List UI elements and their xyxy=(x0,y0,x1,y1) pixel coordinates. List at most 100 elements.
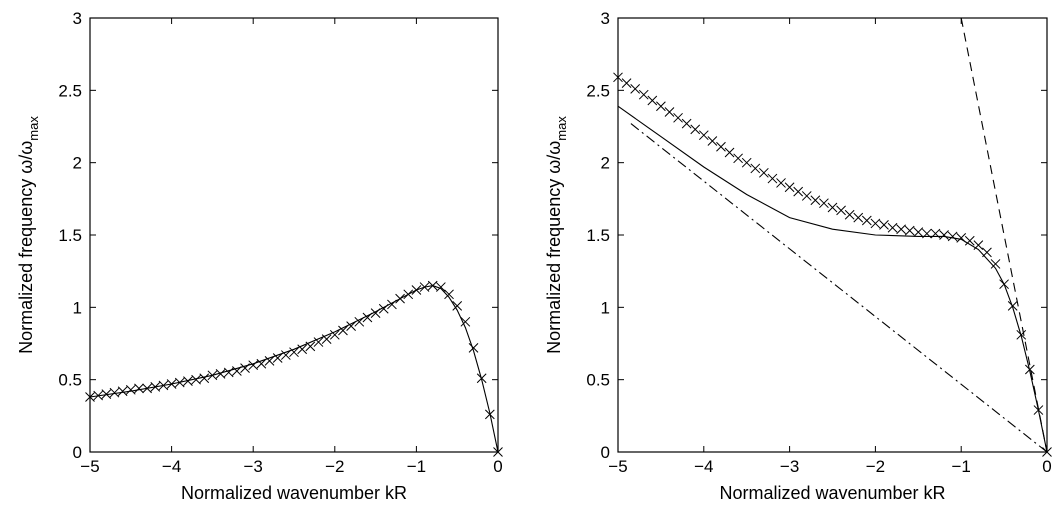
chart1-series-2-marker xyxy=(150,382,161,392)
chart1-series-1-solid-line xyxy=(89,285,499,453)
chart1-series-2-marker xyxy=(444,289,454,300)
chart2-series-2-marker xyxy=(810,195,821,206)
chart1-series-2-marker xyxy=(476,373,487,384)
chart2-y-tick-label: 0.5 xyxy=(586,371,610,390)
chart2-series-2-marker xyxy=(844,209,855,220)
chart2-y-axis-label: Normalized frequency ω/ωmax xyxy=(544,116,569,354)
chart1-series-2-marker xyxy=(484,409,495,420)
chart1-series-2-marker xyxy=(493,447,503,457)
chart1-x-tick-label: −5 xyxy=(80,457,99,476)
chart2-series-2-marker xyxy=(759,167,769,178)
chart2-x-tick-label: −3 xyxy=(780,457,799,476)
chart2-x-tick-label: −5 xyxy=(608,457,627,476)
chart2-y-tick-label: 3 xyxy=(601,9,610,28)
chart1-axes-box xyxy=(89,17,499,453)
chart2-y-axis-label-text: Normalized frequency ω/ω xyxy=(544,141,564,354)
chart2-series-2-marker xyxy=(724,147,735,158)
chart1-series-2-marker xyxy=(240,363,250,373)
chart1-series-2-marker xyxy=(427,280,438,291)
chart2-series-2-marker xyxy=(707,136,718,146)
chart2-series-2-marker xyxy=(664,107,675,117)
chart2-series-2-marker xyxy=(973,240,984,250)
chart2-series-2-marker xyxy=(861,215,872,226)
chart2-series-2-marker xyxy=(767,173,778,184)
chart1-series-2-marker xyxy=(338,325,348,336)
chart1-y-axis-label-text: Normalized frequency ω/ω xyxy=(16,141,36,354)
chart1-series-2-marker xyxy=(354,316,365,327)
chart2-series-2-marker xyxy=(638,89,649,100)
chart1-series-2-marker xyxy=(460,316,471,327)
chart1-x-tick-label: −4 xyxy=(162,457,181,476)
chart1-x-axis-label: Normalized wavenumber kR xyxy=(181,483,407,503)
chart2-series-2-marker xyxy=(896,224,906,235)
chart1-series-2-marker xyxy=(93,390,104,401)
chart2-series-2-marker xyxy=(982,247,992,258)
chart2-series-2-marker xyxy=(879,220,889,230)
chart1-series-2-marker xyxy=(297,344,308,355)
chart2-series-2-marker xyxy=(793,186,804,197)
chart2-series-2-marker xyxy=(656,101,666,112)
chart2-y-tick-label: 1 xyxy=(601,298,610,317)
chart2-series-2-marker xyxy=(647,95,658,106)
chart1-series-2-marker xyxy=(85,392,95,402)
chart1-series-2-marker xyxy=(199,373,210,384)
chart1-series-2-marker xyxy=(166,379,177,389)
chart2-series-2-marker xyxy=(939,230,949,240)
chart2-x-tick-label: 0 xyxy=(1042,457,1051,476)
chart2-series-2-marker xyxy=(750,163,761,174)
chart2-series-2-marker xyxy=(681,118,692,129)
chart1-series-2-marker xyxy=(403,289,414,300)
chart1-series-2-marker xyxy=(313,337,324,347)
chart2-y-tick-label: 1.5 xyxy=(586,226,610,245)
chart1-x-tick-label: 0 xyxy=(493,457,502,476)
chart1-series-2-marker xyxy=(411,285,422,295)
chart1-series-2-marker xyxy=(215,369,226,379)
chart2-series-3-dashed-line xyxy=(960,17,1048,453)
chart2-series-2-marker xyxy=(784,182,795,193)
chart1-series-2-marker xyxy=(436,282,446,292)
chart2-series-2-marker xyxy=(887,222,898,233)
chart2-series-2-marker xyxy=(930,228,941,239)
chart1-series-2-marker xyxy=(419,282,430,292)
chart2-series-2-marker xyxy=(947,231,958,242)
chart1-series-2-marker xyxy=(452,301,463,311)
chart1-series-2-marker xyxy=(191,374,201,385)
chart1-y-axis-label: Normalized frequency ω/ωmax xyxy=(16,116,41,354)
chart2-series-2-marker xyxy=(673,112,683,123)
chart1-x-tick-label: −2 xyxy=(325,457,344,476)
chart2-series-4-dash-dot-line xyxy=(630,123,1048,453)
chart2-y-axis-label-subscript: max xyxy=(554,116,569,141)
chart1-series-2-marker xyxy=(134,383,144,394)
chart1-series-2-marker xyxy=(256,358,267,369)
chart1-series-2-marker xyxy=(232,366,242,376)
chart1-series-2-marker xyxy=(272,353,283,363)
chart2-axes-box xyxy=(617,17,1048,453)
chart2-series-2-marker xyxy=(1016,329,1027,340)
chart2-series-2-marker xyxy=(1024,364,1035,375)
chart2-x-tick-label: −2 xyxy=(866,457,885,476)
chart1-series-2-marker xyxy=(125,384,136,395)
chart2-series-2-marker xyxy=(964,235,975,246)
chart2-series-2-marker xyxy=(621,78,632,88)
chart1-series-2-marker xyxy=(142,383,152,394)
chart1-series-2-marker xyxy=(329,329,340,340)
chart1-y-tick-label: 0.5 xyxy=(58,371,82,390)
chart2-x-tick-label: −1 xyxy=(952,457,971,476)
chart2-series-2-marker xyxy=(716,141,726,152)
chart1-series-2-marker xyxy=(174,377,185,388)
chart2-series-2-marker xyxy=(870,218,881,229)
chart2-series-2-marker xyxy=(853,212,864,223)
chart1-y-tick-label: 0 xyxy=(73,443,82,462)
chart2-series-2-marker xyxy=(819,198,829,209)
chart1-series-2-marker xyxy=(101,389,112,399)
chart2-series-2-marker xyxy=(741,157,752,168)
chart1-x-tick-label: −1 xyxy=(407,457,426,476)
chart2-x-axis-label: Normalized wavenumber kR xyxy=(719,483,945,503)
chart1-series-2-marker xyxy=(321,334,332,345)
chart1-y-tick-label: 2 xyxy=(73,154,82,173)
chart2-series-2-marker xyxy=(990,259,1001,269)
chart1-series-2-marker xyxy=(289,347,299,358)
chart1-series-2-marker xyxy=(346,321,356,331)
